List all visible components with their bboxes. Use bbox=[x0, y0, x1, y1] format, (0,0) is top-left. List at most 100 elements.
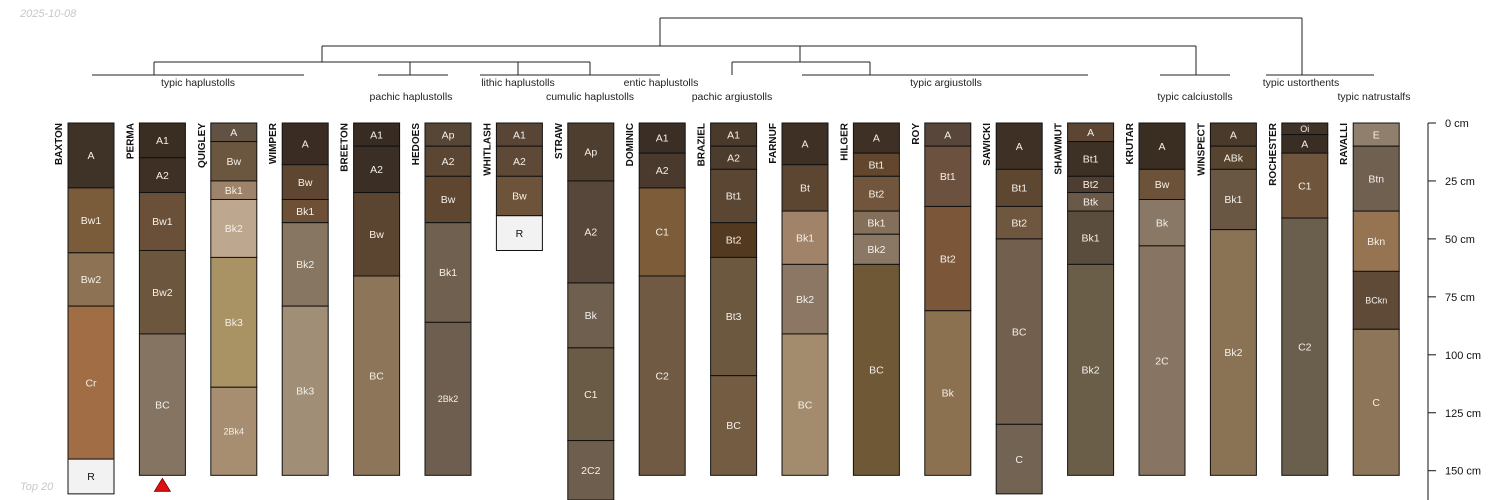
horizon-block bbox=[995, 205, 1043, 240]
horizon-block bbox=[567, 180, 615, 284]
profile-hedoes: Ap A2 Bw Bk1 2Bk2 HEDOES bbox=[411, 122, 472, 476]
horizon-label: BC bbox=[155, 399, 170, 411]
profile-name: WINSPECT bbox=[1196, 123, 1207, 176]
profile-sawicki: A Bt1 Bt2 BC C SAWICKI bbox=[982, 122, 1043, 495]
horizon-block bbox=[781, 263, 829, 335]
profile-braziel: A1 A2 Bt1 Bt2 Bt3 BC BRAZIEL bbox=[697, 122, 758, 476]
group-label: entic haplustolls bbox=[624, 77, 699, 89]
horizon-label: A2 bbox=[513, 156, 526, 168]
horizon-label: A bbox=[1158, 141, 1165, 153]
profile-name: WHITLASH bbox=[482, 123, 493, 176]
horizon-block bbox=[995, 122, 1043, 170]
horizon-label: A1 bbox=[656, 133, 669, 145]
horizon-label: Bt2 bbox=[940, 253, 956, 265]
dendrogram bbox=[92, 17, 1374, 76]
group-label: typic ustorthents bbox=[1263, 77, 1339, 89]
horizon-label: 2C bbox=[1155, 355, 1169, 367]
horizon-label: C bbox=[1015, 454, 1023, 466]
horizon-label: A2 bbox=[656, 165, 669, 177]
horizon-block bbox=[852, 122, 900, 154]
horizon-label: Bt1 bbox=[726, 191, 742, 203]
horizon-block bbox=[138, 157, 186, 194]
horizon-label: Bw bbox=[369, 229, 384, 241]
profile-name: STRAW bbox=[554, 122, 565, 159]
horizon-label: BCkn bbox=[1365, 295, 1387, 305]
profile-name: SHAWMUT bbox=[1054, 123, 1065, 175]
horizon-block bbox=[1138, 198, 1186, 247]
horizon-label: Bk3 bbox=[225, 317, 243, 329]
horizon-label: Btk bbox=[1083, 196, 1099, 208]
horizon-block bbox=[1138, 122, 1186, 170]
horizon-label: Bk bbox=[585, 310, 598, 322]
horizon-block bbox=[424, 321, 472, 476]
horizon-label: Btn bbox=[1368, 173, 1384, 185]
horizon-label: A bbox=[1230, 129, 1237, 141]
horizon-label: Bt2 bbox=[869, 188, 885, 200]
soil-profiles: A Bw1 Bw2 Cr R BAXTON A1 A2 Bw1 Bw2 BC PERMA A Bw Bk1 B… bbox=[54, 122, 1400, 500]
profile-name: PERMA bbox=[125, 123, 136, 159]
horizon-block bbox=[67, 458, 115, 495]
profile-name: RAVALLI bbox=[1339, 123, 1350, 165]
dendrogram-link bbox=[480, 62, 660, 76]
depth-tick-label: 125 cm bbox=[1445, 408, 1481, 420]
horizon-label: Bt1 bbox=[940, 171, 956, 183]
horizon-block bbox=[353, 275, 401, 476]
horizon-label: Bt2 bbox=[726, 235, 742, 247]
horizon-label: E bbox=[1373, 129, 1380, 141]
horizon-block bbox=[1067, 210, 1115, 265]
horizon-block bbox=[138, 249, 186, 335]
horizon-label: 2C2 bbox=[581, 465, 600, 477]
horizon-block bbox=[1352, 210, 1400, 272]
horizon-label: Ap bbox=[442, 129, 455, 141]
horizon-block bbox=[1352, 328, 1400, 476]
horizon-label: A2 bbox=[370, 164, 383, 176]
horizon-label: A bbox=[230, 127, 237, 139]
horizon-label: A bbox=[1301, 139, 1308, 151]
depth-axis: 0 cm 25 cm 50 cm 75 cm 100 cm 125 cm 150 cm bbox=[1427, 118, 1481, 500]
horizon-label: Bw bbox=[512, 191, 527, 203]
horizon-block bbox=[495, 145, 543, 177]
horizon-block bbox=[1209, 229, 1257, 476]
horizon-label: BC bbox=[369, 370, 384, 382]
horizon-block bbox=[1138, 168, 1186, 200]
caption-label: Top 20 bbox=[20, 481, 54, 493]
horizon-block bbox=[852, 175, 900, 212]
horizon-block bbox=[567, 347, 615, 442]
horizon-block bbox=[1138, 245, 1186, 476]
horizon-label: A bbox=[944, 129, 951, 141]
horizon-label: C1 bbox=[1298, 180, 1312, 192]
profile-whitlash: A1 A2 Bw R WHITLASH bbox=[482, 122, 543, 251]
profile-name: WIMPER bbox=[268, 122, 279, 164]
horizon-label: Bk1 bbox=[296, 206, 314, 218]
horizon-label: A1 bbox=[156, 135, 169, 147]
horizon-block bbox=[1281, 217, 1329, 476]
horizon-label: Bw bbox=[441, 194, 456, 206]
depth-tick-label: 100 cm bbox=[1445, 350, 1481, 362]
horizon-label: Oi bbox=[1300, 124, 1309, 134]
horizon-label: Bk2 bbox=[296, 259, 314, 271]
horizon-block bbox=[67, 187, 115, 254]
horizon-block bbox=[1352, 145, 1400, 212]
dendrogram-link bbox=[321, 46, 1197, 75]
profile-name: ROCHESTER bbox=[1268, 122, 1279, 186]
horizon-label: C2 bbox=[655, 370, 669, 382]
horizon-label: Cr bbox=[85, 377, 97, 389]
truncation-marker bbox=[153, 477, 172, 492]
profile-name: FARNUF bbox=[768, 123, 779, 164]
horizon-label: Bk2 bbox=[796, 294, 814, 306]
horizon-block bbox=[495, 175, 543, 217]
horizon-label: Bw2 bbox=[81, 274, 102, 286]
horizon-label: A bbox=[1016, 141, 1023, 153]
date-stamp: 2025-10-08 bbox=[20, 8, 77, 20]
horizon-block bbox=[495, 215, 543, 251]
horizon-block bbox=[781, 164, 829, 212]
profile-breeton: A1 A2 Bw BC BREETON bbox=[340, 122, 401, 476]
horizon-label: Bk1 bbox=[796, 232, 814, 244]
depth-tick-label: 50 cm bbox=[1445, 234, 1475, 246]
horizon-label: A2 bbox=[584, 227, 597, 239]
horizon-block bbox=[353, 192, 401, 277]
horizon-label: BC bbox=[726, 420, 741, 432]
horizon-block bbox=[210, 256, 258, 388]
group-label: lithic haplustolls bbox=[481, 77, 555, 89]
